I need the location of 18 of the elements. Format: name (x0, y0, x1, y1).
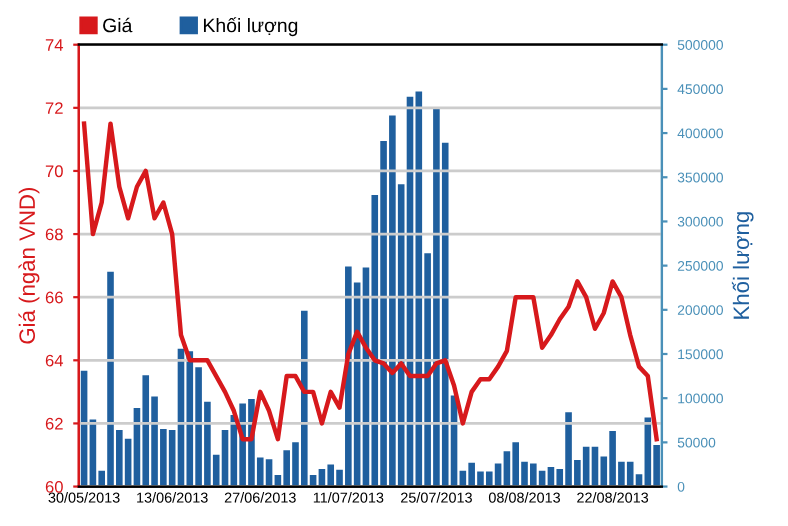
bar (186, 351, 194, 487)
y-tick-label: 72 (45, 102, 63, 114)
y-tick-label: 66 (45, 291, 63, 304)
y-tick-label: 68 (45, 228, 63, 241)
y-tick-label: 74 (45, 39, 64, 51)
bar (327, 464, 335, 487)
legend-label: Khối lượng (203, 17, 298, 37)
y-tick-label: 64 (45, 354, 64, 367)
y2-axis-title: Khối lượng (731, 212, 754, 319)
y-axis-title: Giá (ngàn VND) (18, 187, 40, 344)
y-tick-label: 70 (45, 165, 63, 178)
bar (300, 310, 308, 487)
bar (626, 461, 634, 487)
bar (485, 471, 493, 487)
bar (142, 375, 150, 487)
y-tick-label: 62 (45, 417, 63, 430)
y-tick-label: 60 (45, 480, 63, 493)
legend-label: Giá (103, 17, 133, 33)
